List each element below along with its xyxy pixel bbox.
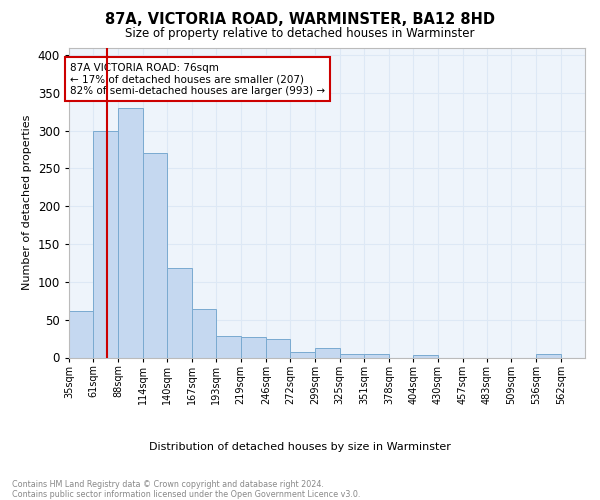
Bar	[536, 354, 561, 358]
Bar	[364, 354, 389, 358]
Text: 87A VICTORIA ROAD: 76sqm
← 17% of detached houses are smaller (207)
82% of semi-: 87A VICTORIA ROAD: 76sqm ← 17% of detach…	[70, 62, 325, 96]
Bar	[192, 309, 217, 358]
Bar	[340, 354, 364, 358]
Bar	[217, 336, 241, 357]
Bar	[167, 268, 192, 358]
Bar	[290, 352, 316, 358]
Bar	[93, 130, 118, 358]
Bar	[413, 355, 437, 358]
Text: Distribution of detached houses by size in Warminster: Distribution of detached houses by size …	[149, 442, 451, 452]
Bar	[69, 310, 93, 358]
Text: Contains HM Land Registry data © Crown copyright and database right 2024.
Contai: Contains HM Land Registry data © Crown c…	[12, 480, 361, 499]
Bar	[118, 108, 143, 358]
Bar	[316, 348, 340, 358]
Text: 87A, VICTORIA ROAD, WARMINSTER, BA12 8HD: 87A, VICTORIA ROAD, WARMINSTER, BA12 8HD	[105, 12, 495, 28]
Bar	[266, 338, 290, 357]
Y-axis label: Number of detached properties: Number of detached properties	[22, 115, 32, 290]
Text: Size of property relative to detached houses in Warminster: Size of property relative to detached ho…	[125, 28, 475, 40]
Bar	[241, 337, 266, 357]
Bar	[143, 154, 167, 358]
